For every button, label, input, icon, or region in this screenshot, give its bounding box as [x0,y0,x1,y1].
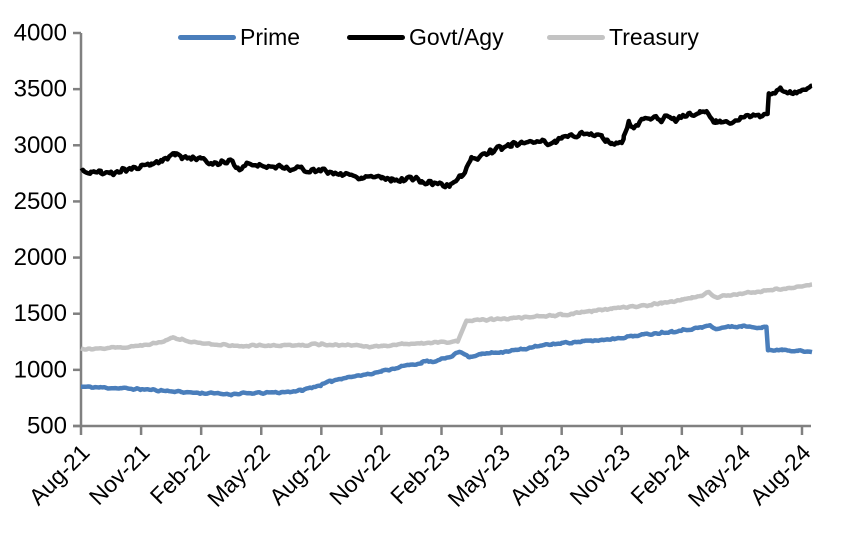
x-axis-tick-label: Feb-23 [385,439,455,509]
series-lines [79,83,814,398]
x-axis-tick-label: Aug-24 [745,439,816,510]
y-axis-tick-label: 4000 [14,20,67,47]
y-axis-tick-label: 2500 [14,188,67,215]
x-axis-tick-label: Aug-23 [504,439,575,510]
series-line-treasury [80,282,814,352]
y-axis-tick-label: 1000 [14,356,67,383]
x-axis-tick-label: May-22 [202,439,275,512]
x-axis-tick-label: Aug-22 [264,439,335,510]
x-axis-tick-label: Aug-21 [24,439,95,510]
x-axis-tick-label: Feb-24 [625,439,695,509]
y-axis-tick-label: 500 [27,413,67,440]
x-axis-tick-label: Nov-21 [84,439,155,510]
series-line-prime [80,323,814,398]
x-axis-tick-label: Feb-22 [145,439,215,509]
x-axis-tick-label: May-24 [683,439,756,512]
x-axis-tick-label: Nov-23 [564,439,635,510]
x-axis-tick-label: Nov-22 [324,439,395,510]
y-axis-tick-label: 1500 [14,300,67,327]
y-axis-tick-label: 3000 [14,132,67,159]
y-axis-tick-label: 3500 [14,76,67,103]
axes: 5001000150020002500300035004000Aug-21Nov… [14,20,816,512]
series-line-govt-agy [79,83,814,190]
x-axis-tick-label: May-23 [442,439,515,512]
y-axis-tick-label: 2000 [14,244,67,271]
